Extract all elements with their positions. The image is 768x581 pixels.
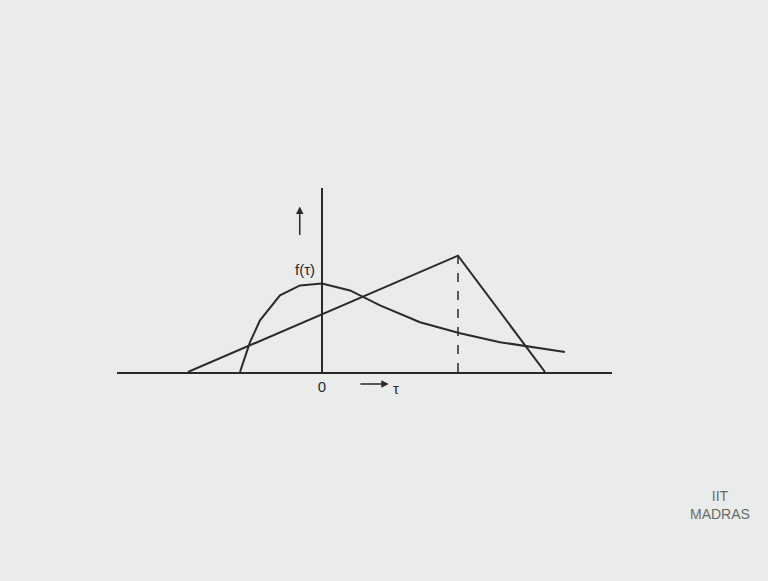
svg-text:f(τ): f(τ) xyxy=(295,261,315,278)
svg-text:IITMADRAS: IITMADRAS xyxy=(690,488,750,522)
svg-text:0: 0 xyxy=(318,378,326,395)
svg-text:τ: τ xyxy=(393,380,399,397)
